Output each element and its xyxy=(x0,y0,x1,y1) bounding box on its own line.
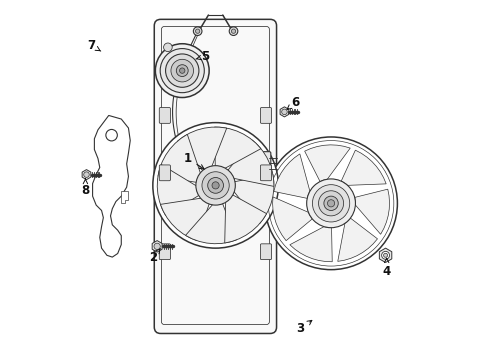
Circle shape xyxy=(327,200,335,207)
Text: 5: 5 xyxy=(196,50,210,63)
Circle shape xyxy=(307,179,355,228)
Text: 7: 7 xyxy=(87,39,101,52)
Polygon shape xyxy=(225,193,267,243)
Circle shape xyxy=(313,185,350,222)
Circle shape xyxy=(179,68,185,73)
FancyBboxPatch shape xyxy=(260,244,271,260)
FancyBboxPatch shape xyxy=(260,108,271,123)
Text: 2: 2 xyxy=(149,248,160,264)
FancyBboxPatch shape xyxy=(159,108,171,123)
Circle shape xyxy=(212,182,219,189)
Polygon shape xyxy=(177,127,227,173)
Polygon shape xyxy=(122,191,128,203)
Polygon shape xyxy=(338,218,377,261)
FancyBboxPatch shape xyxy=(159,244,171,260)
Circle shape xyxy=(382,251,390,259)
Polygon shape xyxy=(290,227,332,262)
Polygon shape xyxy=(305,145,350,181)
Text: 4: 4 xyxy=(383,258,391,278)
Circle shape xyxy=(153,123,278,248)
Circle shape xyxy=(166,54,199,87)
FancyBboxPatch shape xyxy=(159,165,171,181)
Circle shape xyxy=(196,29,200,33)
Circle shape xyxy=(318,191,343,216)
Polygon shape xyxy=(341,150,386,185)
Text: 6: 6 xyxy=(287,96,299,109)
Circle shape xyxy=(229,27,238,36)
Circle shape xyxy=(324,196,338,211)
Circle shape xyxy=(84,172,89,177)
Circle shape xyxy=(171,59,194,82)
Polygon shape xyxy=(215,127,261,170)
Circle shape xyxy=(160,49,204,93)
Text: 1: 1 xyxy=(184,152,204,169)
Circle shape xyxy=(155,44,209,98)
Circle shape xyxy=(196,166,235,205)
Polygon shape xyxy=(226,140,274,186)
Circle shape xyxy=(176,65,188,77)
Polygon shape xyxy=(379,248,392,262)
Circle shape xyxy=(164,43,172,51)
Circle shape xyxy=(194,27,202,36)
Polygon shape xyxy=(280,107,289,117)
Polygon shape xyxy=(158,134,202,183)
Circle shape xyxy=(154,243,160,249)
Circle shape xyxy=(265,137,397,270)
Circle shape xyxy=(231,29,236,33)
Text: 8: 8 xyxy=(81,179,90,197)
Polygon shape xyxy=(186,201,237,244)
Polygon shape xyxy=(231,174,274,224)
Polygon shape xyxy=(355,189,390,234)
Polygon shape xyxy=(274,154,310,198)
Circle shape xyxy=(208,177,223,193)
FancyBboxPatch shape xyxy=(154,19,276,333)
Circle shape xyxy=(106,130,117,141)
Polygon shape xyxy=(160,198,210,240)
Circle shape xyxy=(282,109,287,114)
Polygon shape xyxy=(82,170,91,180)
Polygon shape xyxy=(157,165,202,215)
Circle shape xyxy=(202,172,229,199)
Polygon shape xyxy=(93,116,130,257)
FancyBboxPatch shape xyxy=(254,152,271,174)
FancyBboxPatch shape xyxy=(260,165,271,181)
Circle shape xyxy=(384,253,388,257)
Polygon shape xyxy=(152,240,162,252)
Polygon shape xyxy=(272,197,312,240)
Text: 3: 3 xyxy=(296,320,312,335)
